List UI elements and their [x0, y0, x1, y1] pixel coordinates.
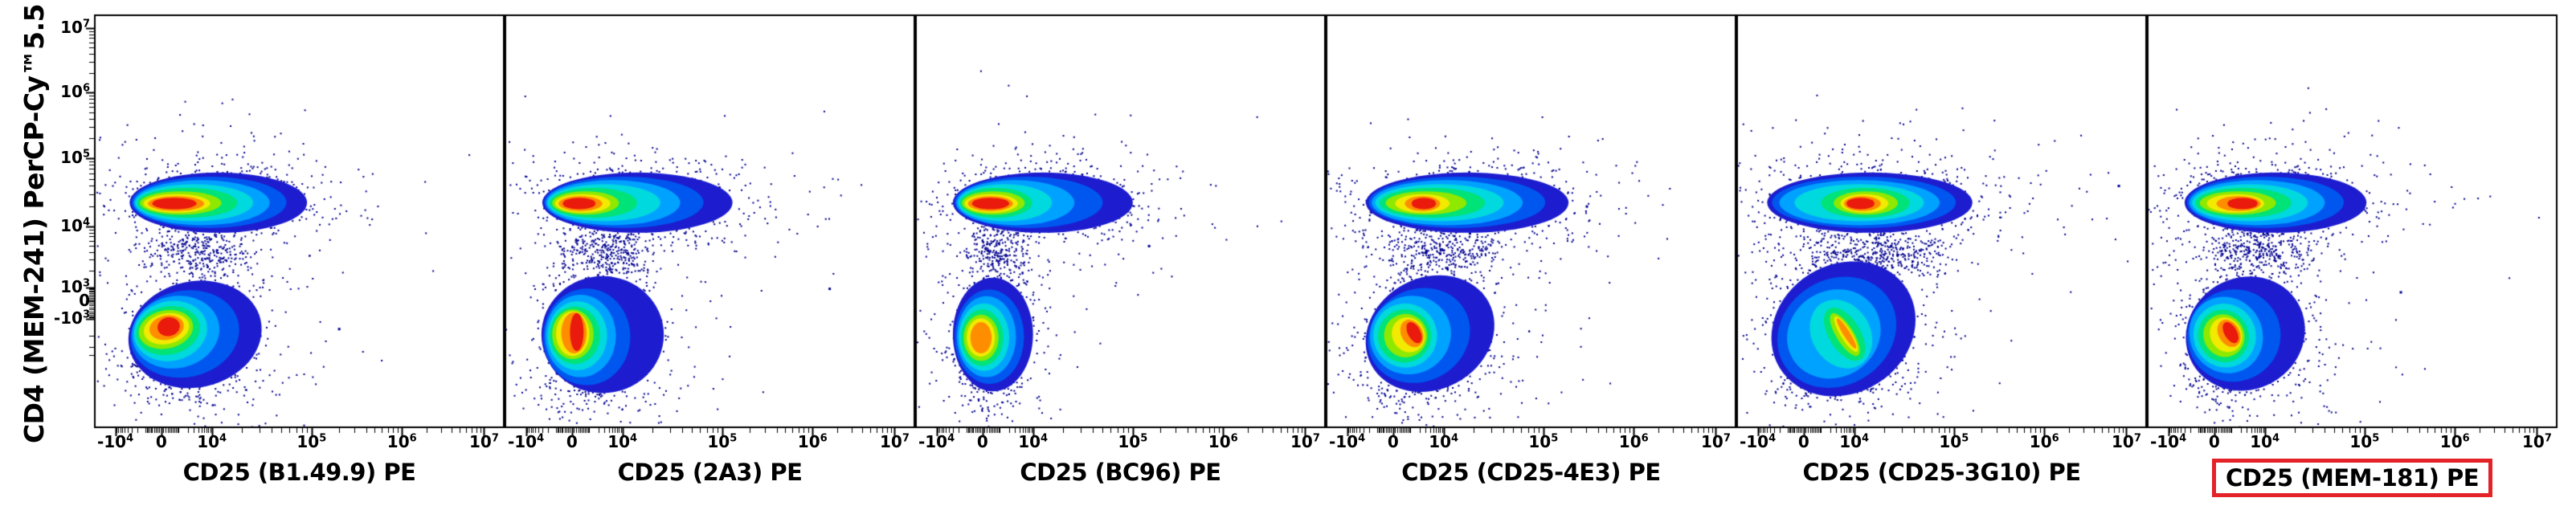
x-axis-tick-label: 104 [2250, 432, 2280, 451]
x-axis-tick-label: 106 [2439, 432, 2470, 451]
x-axis-tick-label: -104 [96, 432, 134, 451]
x-axis-tick-label: 105 [1939, 432, 1969, 451]
x-axis-tick-label: 104 [197, 432, 227, 451]
x-axis-title-CD25-3G10: CD25 (CD25-3G10) PE [1736, 459, 2147, 486]
x-axis-title-highlight-box: CD25 (MEM-181) PE [2211, 459, 2493, 497]
x-axis-tick-label: 107 [468, 432, 499, 451]
x-axis-title-text: CD25 (BC96) PE [1020, 459, 1221, 486]
x-axis-tick-label: -104 [1328, 432, 1366, 451]
x-axis-tick-label: 0 [976, 432, 988, 451]
x-axis-tick-label: 0 [566, 432, 578, 451]
x-axis-tick-label: -104 [507, 432, 545, 451]
x-axis-title-text: CD25 (2A3) PE [617, 459, 803, 486]
x-axis-tick-label: 106 [386, 432, 417, 451]
x-axis-tick-label: 104 [1429, 432, 1459, 451]
x-axis-title-MEM-181: CD25 (MEM-181) PE [2147, 459, 2558, 497]
y-axis-tick-label: -103 [53, 308, 90, 328]
x-axis-title-B1.49.9: CD25 (B1.49.9) PE [94, 459, 505, 486]
x-axis-tick-label: 105 [1528, 432, 1559, 451]
x-axis-tick-label: 104 [1839, 432, 1870, 451]
x-axis-tick-label: -104 [918, 432, 955, 451]
x-axis-tick-label: 106 [2029, 432, 2059, 451]
x-axis-title-text: CD25 (CD25-4E3) PE [1401, 459, 1661, 486]
x-axis-tick-label: 104 [1018, 432, 1049, 451]
x-axis-tick-label: 107 [1700, 432, 1731, 451]
x-axis-tick-label: 104 [607, 432, 638, 451]
x-axis-title-text: CD25 (B1.49.9) PE [182, 459, 416, 486]
x-axis-tick-label: 0 [1797, 432, 1809, 451]
x-axis-tick-label: 0 [2208, 432, 2220, 451]
x-axis-tick-label: 0 [155, 432, 167, 451]
y-axis-tick-label: 0 [79, 290, 90, 310]
y-axis-tick-label: 105 [60, 148, 90, 168]
x-axis-tick-label: 106 [797, 432, 828, 451]
y-axis-tick-label: 103 [60, 276, 90, 296]
x-axis-title-text: CD25 (CD25-3G10) PE [1802, 459, 2081, 486]
x-axis-tick-label: 107 [2521, 432, 2552, 451]
y-axis-tick-label: 104 [60, 216, 90, 236]
y-axis-tick-label: 107 [60, 17, 90, 37]
y-axis-tick-label: 106 [60, 81, 90, 101]
x-axis-tick-label: -104 [1739, 432, 1777, 451]
x-axis-tick-label: 106 [1208, 432, 1238, 451]
x-axis-title-BC96: CD25 (BC96) PE [915, 459, 1326, 486]
x-axis-tick-label: 105 [2349, 432, 2380, 451]
x-axis-tick-label: 0 [1387, 432, 1399, 451]
x-axis-tick-label: 106 [1618, 432, 1649, 451]
x-axis-tick-label: -104 [2149, 432, 2187, 451]
x-axis-tick-label: 105 [1118, 432, 1148, 451]
x-axis-tick-label: 105 [296, 432, 327, 451]
x-axis-title-2A3: CD25 (2A3) PE [505, 459, 915, 486]
x-axis-tick-label: 105 [707, 432, 738, 451]
x-axis-tick-label: 107 [1290, 432, 1320, 451]
x-axis-tick-label: 107 [2111, 432, 2141, 451]
x-axis-title-CD25-4E3: CD25 (CD25-4E3) PE [1326, 459, 1736, 486]
x-axis-tick-label: 107 [879, 432, 910, 451]
